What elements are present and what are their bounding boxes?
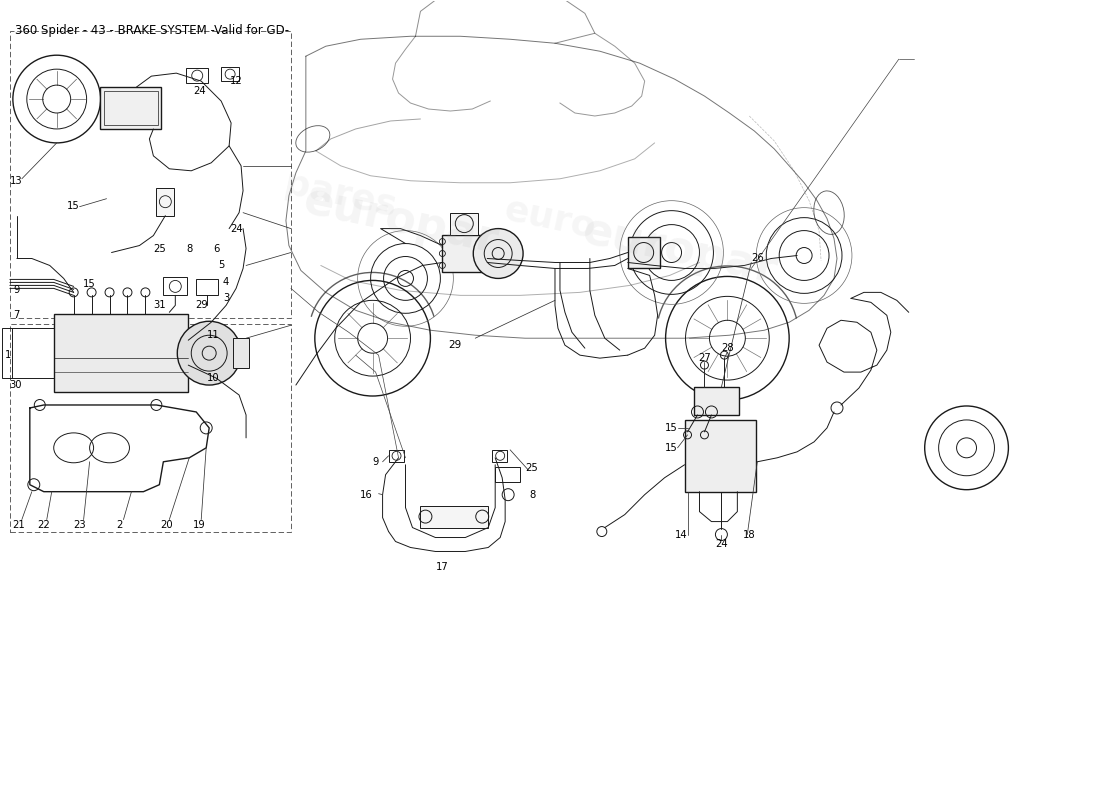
Text: 360 Spider - 43 - BRAKE SYSTEM -Valid for GD-: 360 Spider - 43 - BRAKE SYSTEM -Valid fo… [15,24,289,37]
Text: 8: 8 [529,490,536,500]
Text: 10: 10 [207,373,220,383]
Circle shape [177,322,241,385]
Bar [163,278,187,295]
Bar [10,324,290,531]
Bar [103,91,158,125]
Text: 27: 27 [698,353,711,363]
Bar [2,328,12,378]
Bar [196,279,218,295]
Text: 17: 17 [436,562,449,573]
Bar [442,234,487,273]
Text: 15: 15 [666,423,678,433]
Text: 1: 1 [4,350,11,360]
Text: 28: 28 [722,343,734,353]
Text: 18: 18 [742,530,756,539]
Text: 6: 6 [213,243,219,254]
Text: 4: 4 [223,278,229,287]
Text: 29: 29 [195,300,208,310]
Bar [694,387,739,415]
Circle shape [473,229,524,278]
Bar [10,31,290,318]
Text: 13: 13 [10,176,22,186]
Text: 30: 30 [10,380,22,390]
Text: 7: 7 [13,310,20,320]
Bar [388,450,404,462]
Text: 23: 23 [74,519,86,530]
Bar [54,314,188,392]
Text: 9: 9 [372,457,378,466]
Text: 8: 8 [186,243,192,254]
Bar [495,466,520,482]
Bar [100,87,162,129]
Text: 15: 15 [84,279,96,290]
Text: 24: 24 [192,86,206,96]
Text: 16: 16 [360,490,373,500]
Bar [450,213,478,234]
Text: 5: 5 [218,261,224,270]
Bar [186,68,208,83]
Text: 20: 20 [160,519,173,530]
Bar [156,188,174,216]
Text: 31: 31 [153,300,166,310]
Text: euro: euro [500,192,600,245]
Text: 22: 22 [37,519,51,530]
Text: europar: europar [299,179,502,262]
Text: 3: 3 [223,294,229,303]
Text: 21: 21 [12,519,25,530]
Text: 25: 25 [153,243,166,254]
Bar [684,420,757,492]
Text: 26: 26 [751,254,763,263]
Text: 24: 24 [715,539,728,550]
Text: 2: 2 [117,519,123,530]
Text: pares: pares [282,167,400,224]
Text: europar: europar [579,209,781,292]
Text: 15: 15 [666,443,678,453]
Text: 19: 19 [192,519,206,530]
Text: 14: 14 [675,530,688,539]
Bar [221,67,239,81]
Bar [233,338,249,368]
Text: 12: 12 [230,76,242,86]
Bar [420,506,488,527]
Text: 15: 15 [67,201,80,210]
Bar [492,450,507,462]
Text: 9: 9 [13,286,20,295]
Bar [628,237,660,269]
Text: 29: 29 [449,340,462,350]
Text: 24: 24 [230,223,242,234]
Text: 11: 11 [207,330,220,340]
Text: 25: 25 [526,462,538,473]
